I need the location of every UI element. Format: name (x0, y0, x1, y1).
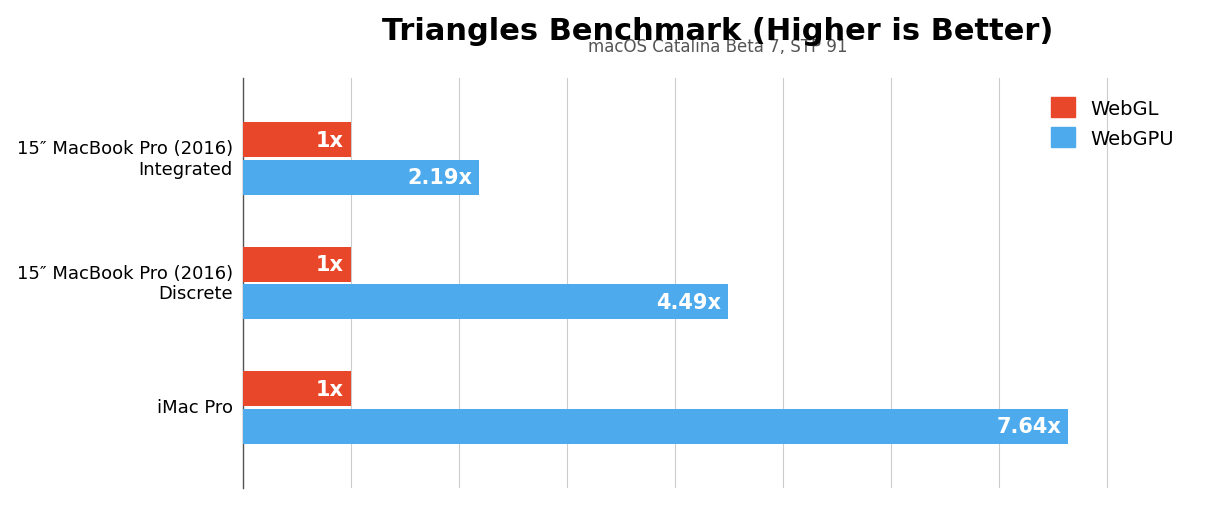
Bar (242, 247, 351, 282)
Text: 1x: 1x (316, 130, 344, 150)
Text: 1x: 1x (316, 255, 344, 275)
Text: 2.19x: 2.19x (408, 168, 473, 188)
Title: Triangles Benchmark (Higher is Better): Triangles Benchmark (Higher is Better) (382, 17, 1054, 45)
Bar (242, 161, 479, 195)
Legend: WebGL, WebGPU: WebGL, WebGPU (1042, 88, 1183, 158)
Bar (242, 285, 727, 319)
Text: 4.49x: 4.49x (656, 292, 721, 312)
Text: 7.64x: 7.64x (997, 416, 1061, 436)
Text: macOS Catalina Beta 7, STP 91: macOS Catalina Beta 7, STP 91 (588, 38, 848, 56)
Bar (242, 409, 1068, 444)
Bar (242, 372, 351, 407)
Text: 1x: 1x (316, 379, 344, 399)
Bar (242, 123, 351, 158)
